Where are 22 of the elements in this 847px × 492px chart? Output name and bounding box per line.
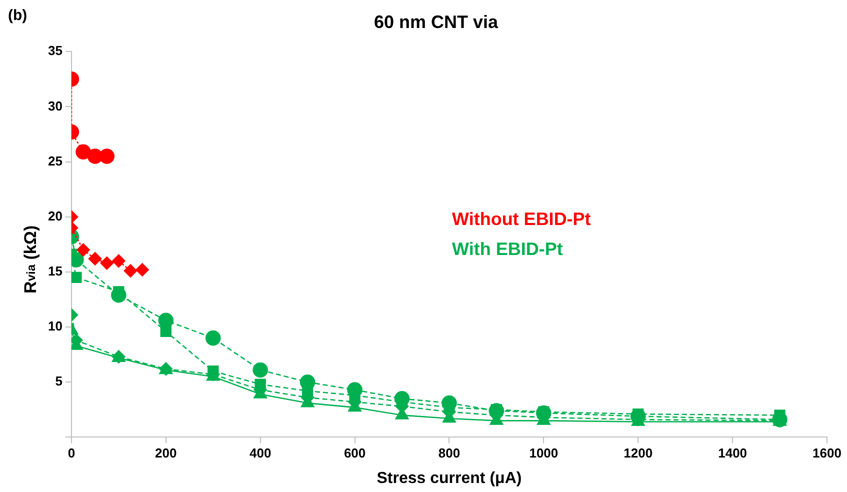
x-tick-label: 1600 [812, 446, 842, 461]
x-tick-label: 800 [438, 446, 460, 461]
y-tick-label: 5 [55, 374, 62, 389]
annotation: With EBID-Pt [452, 239, 563, 259]
y-tick-label: 10 [48, 318, 62, 334]
annotation: Without EBID-Pt [452, 209, 591, 229]
x-axis-title: Stress current (μA) [376, 470, 522, 487]
x-tick-label: 200 [155, 446, 177, 461]
x-tick-label: 1000 [529, 446, 558, 461]
x-tick-label: 0 [68, 446, 76, 461]
y-tick-label: 30 [48, 98, 62, 114]
x-tick-label: 400 [249, 446, 272, 461]
text: (b) [8, 7, 28, 24]
y-tick-label: 25 [48, 153, 62, 168]
x-tick-label: 1400 [718, 446, 748, 461]
x-tick-label: 1200 [624, 446, 653, 461]
y-tick-label: 20 [48, 208, 62, 224]
y-axis-title: Rvia (kΩ) [21, 225, 40, 294]
y-tick-label: 15 [48, 264, 62, 279]
y-tick-label: 35 [48, 43, 62, 58]
x-tick-label: 600 [344, 446, 366, 461]
chart-title: 60 nm CNT via [374, 12, 500, 32]
